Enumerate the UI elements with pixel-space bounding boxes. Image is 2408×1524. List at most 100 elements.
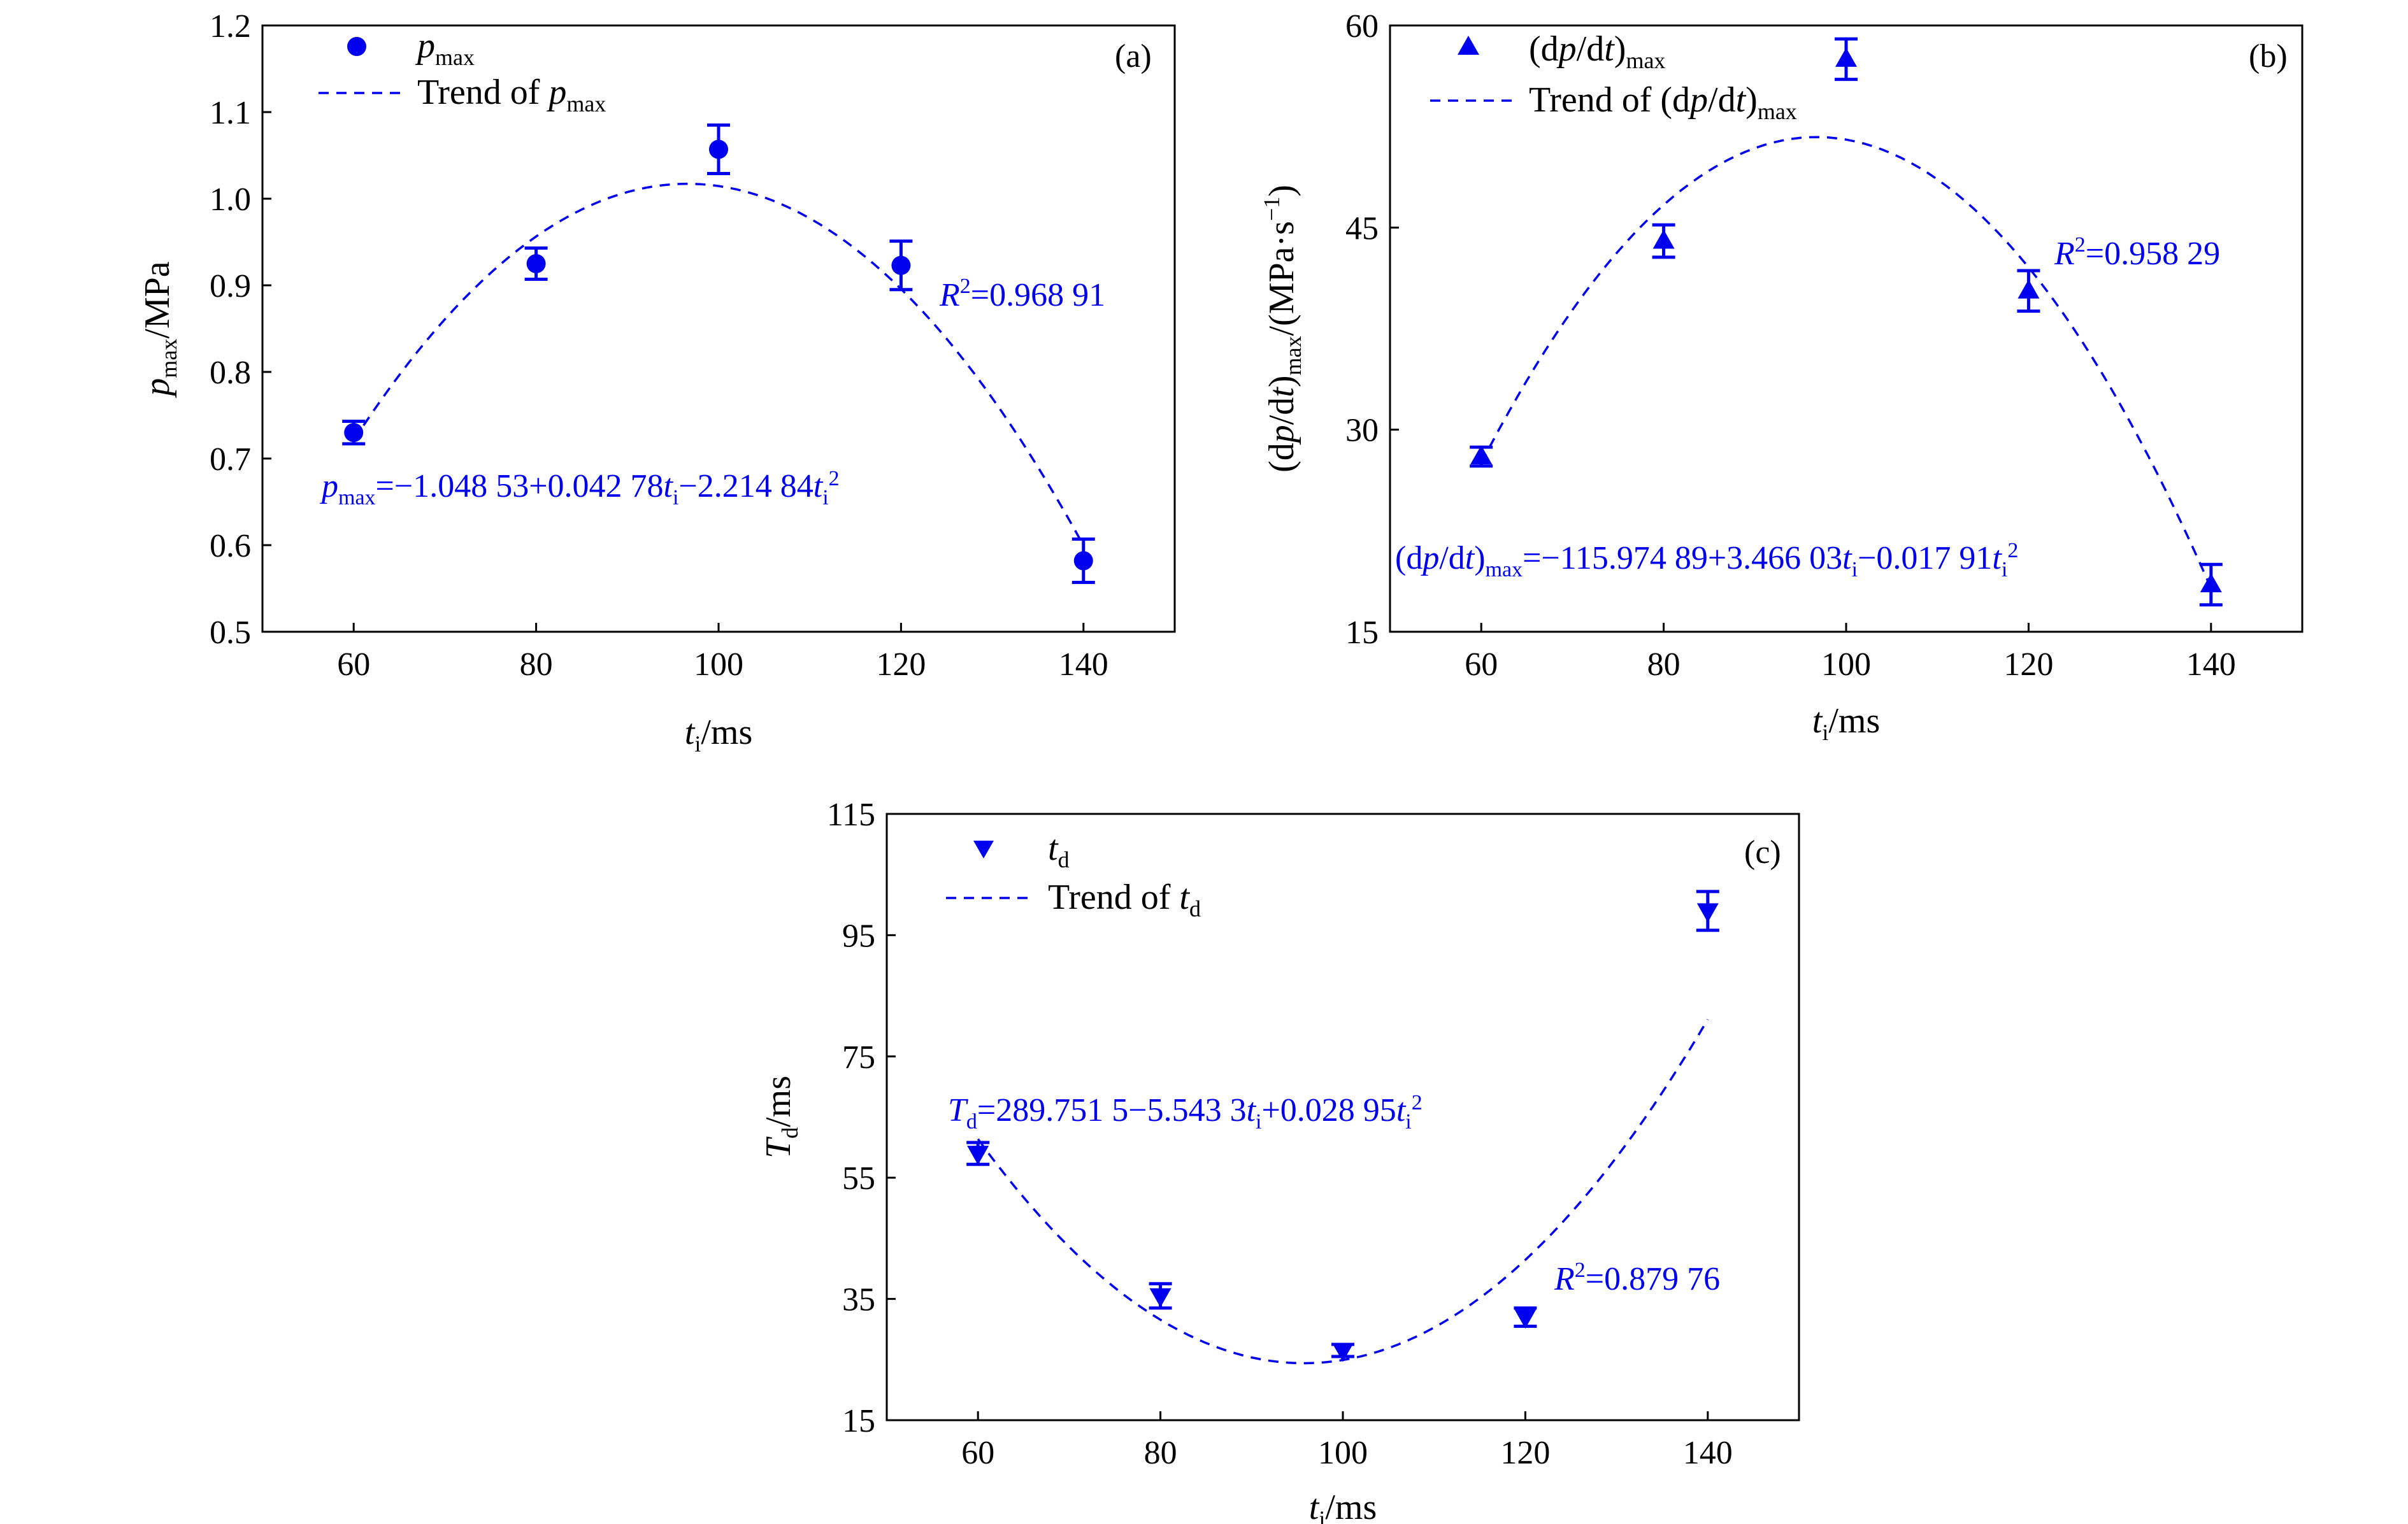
x-axis-label-c: ti/ms bbox=[1309, 1488, 1377, 1524]
marker-triangle-down bbox=[967, 1146, 989, 1165]
x-axis-label-b: ti/ms bbox=[1812, 701, 1881, 745]
r2-annotation-b: R2=0.958 29 bbox=[2054, 233, 2220, 272]
x-tick-label: 100 bbox=[1821, 646, 1871, 683]
y-tick-label: 45 bbox=[1345, 210, 1379, 246]
marker-triangle-down bbox=[1696, 903, 1719, 923]
legend-label-td: td bbox=[1048, 829, 1070, 872]
legend-marker-circle bbox=[347, 37, 366, 56]
marker-circle bbox=[526, 254, 546, 273]
x-tick-label: 100 bbox=[1318, 1435, 1368, 1471]
data-point bbox=[1071, 537, 1095, 584]
data-point bbox=[1331, 1342, 1354, 1362]
data-point bbox=[1514, 1306, 1537, 1329]
y-axis-label-c: Td/ms bbox=[759, 1076, 803, 1158]
x-tick-label: 140 bbox=[1059, 646, 1108, 683]
x-axis-label-a: ti/ms bbox=[685, 713, 753, 757]
chart-panel-c: 60 80 100 120 140 15 35 55 75 95 115 td Trend of t… bbox=[759, 797, 1800, 1524]
plot-frame-a bbox=[261, 24, 1176, 633]
marker-triangle-down bbox=[1149, 1288, 1172, 1307]
data-point bbox=[1835, 37, 1858, 82]
marker-circle bbox=[1073, 551, 1093, 571]
y-tick-label: 115 bbox=[827, 797, 875, 833]
y-tick-label: 55 bbox=[842, 1160, 875, 1197]
marker-triangle-up bbox=[1835, 47, 1857, 67]
equation-annotation-a: pmax=−1.048 53+0.042 78ti−2.214 84ti2 bbox=[319, 467, 840, 509]
data-points-b bbox=[1470, 37, 2223, 607]
marker-triangle-up bbox=[2200, 573, 2222, 592]
y-tick-label: 15 bbox=[1345, 615, 1379, 651]
legend-marker-triangle-down bbox=[973, 841, 994, 858]
data-point bbox=[1149, 1282, 1172, 1310]
y-tick-label: 1.1 bbox=[210, 95, 251, 131]
y-tick-label: 0.8 bbox=[210, 355, 251, 391]
y-tick-label: 30 bbox=[1345, 413, 1379, 449]
trend-line-c bbox=[977, 1018, 1709, 1365]
axes-b: 60 80 100 120 140 15 30 45 60 bbox=[1345, 8, 2236, 683]
x-tick-label: 120 bbox=[876, 646, 926, 683]
marker-circle bbox=[891, 255, 911, 275]
y-axis-label-b: (dp/dt)max/(MPa·s−1) bbox=[1259, 185, 1306, 473]
marker-triangle-up bbox=[1652, 229, 1675, 249]
data-point bbox=[2017, 269, 2040, 313]
data-point bbox=[889, 239, 913, 292]
marker-triangle-up bbox=[1470, 445, 1493, 464]
axes-c: 60 80 100 120 140 15 35 55 75 95 115 bbox=[827, 797, 1733, 1471]
legend-label-trend-pmax: Trend of pmax bbox=[417, 73, 606, 117]
data-point bbox=[1696, 890, 1719, 932]
x-tick-label: 60 bbox=[337, 646, 370, 683]
y-tick-label: 0.7 bbox=[210, 441, 251, 478]
panel-label-a: (a) bbox=[1115, 38, 1152, 75]
x-tick-label: 140 bbox=[2186, 646, 2236, 683]
x-tick-label: 120 bbox=[2003, 646, 2053, 683]
y-tick-label: 95 bbox=[842, 918, 875, 954]
y-tick-label: 1.0 bbox=[210, 182, 251, 218]
y-tick-label: 60 bbox=[1345, 8, 1379, 45]
data-point bbox=[524, 246, 548, 281]
data-point bbox=[1470, 445, 1493, 468]
chart-panel-b: 60 80 100 120 140 15 30 45 60 (dp/dt)max Trend o… bbox=[1259, 8, 2304, 745]
legend-label-trend-td: Trend of td bbox=[1048, 878, 1201, 922]
trend-curve bbox=[352, 182, 1085, 546]
trend-curve bbox=[977, 1018, 1709, 1365]
panel-label-b: (b) bbox=[2249, 38, 2288, 75]
data-point bbox=[1652, 223, 1675, 259]
marker-triangle-up bbox=[2017, 279, 2040, 299]
equation-annotation-b: (dp/dt)max=−115.974 89+3.466 03ti−0.017 … bbox=[1395, 539, 2018, 581]
y-tick-label: 0.6 bbox=[210, 528, 251, 564]
data-point bbox=[342, 420, 366, 446]
data-points-c bbox=[966, 890, 1719, 1362]
marker-circle bbox=[709, 139, 728, 159]
y-axis-label-a: pmax/MPa bbox=[138, 261, 182, 398]
x-tick-label: 60 bbox=[961, 1435, 994, 1471]
x-tick-label: 80 bbox=[1144, 1435, 1177, 1471]
data-point bbox=[966, 1141, 990, 1166]
x-tick-label: 120 bbox=[1500, 1435, 1550, 1471]
data-point bbox=[707, 123, 730, 176]
x-tick-label: 80 bbox=[520, 646, 553, 683]
data-points-a bbox=[342, 123, 1095, 584]
legend-marker-triangle-up bbox=[1458, 36, 1479, 55]
x-tick-label: 60 bbox=[1465, 646, 1498, 683]
y-tick-label: 75 bbox=[842, 1039, 875, 1076]
trend-line-b bbox=[1480, 136, 2212, 589]
chart-panel-a: 60 80 100 120 140 0.5 0.6 0.7 0.8 0.9 1.0 1.1 1.2 pm… bbox=[138, 8, 1176, 757]
x-tick-label: 140 bbox=[1683, 1435, 1733, 1471]
equation-annotation-c: Td=289.751 5−5.543 3ti+0.028 95ti2 bbox=[948, 1091, 1423, 1134]
marker-triangle-down bbox=[1332, 1342, 1354, 1362]
y-tick-label: 0.9 bbox=[210, 268, 251, 304]
r2-annotation-a: R2=0.968 91 bbox=[939, 274, 1105, 313]
legend-label-trend-dpdt: Trend of (dp/dt)max bbox=[1529, 80, 1797, 124]
axes-a: 60 80 100 120 140 0.5 0.6 0.7 0.8 0.9 1.0 1.1 1.2 bbox=[210, 8, 1108, 683]
r2-annotation-c: R2=0.879 76 bbox=[1554, 1258, 1720, 1297]
y-tick-label: 1.2 bbox=[210, 8, 251, 45]
marker-triangle-down bbox=[1514, 1309, 1537, 1329]
trend-line-a bbox=[352, 182, 1085, 546]
trend-curve bbox=[1480, 136, 2212, 589]
y-tick-label: 0.5 bbox=[210, 615, 251, 651]
data-point bbox=[2199, 562, 2223, 607]
x-tick-label: 80 bbox=[1647, 646, 1681, 683]
legend-label-pmax: pmax bbox=[415, 26, 475, 70]
legend-label-dpdt: (dp/dt)max bbox=[1529, 29, 1665, 73]
marker-circle bbox=[344, 423, 364, 443]
